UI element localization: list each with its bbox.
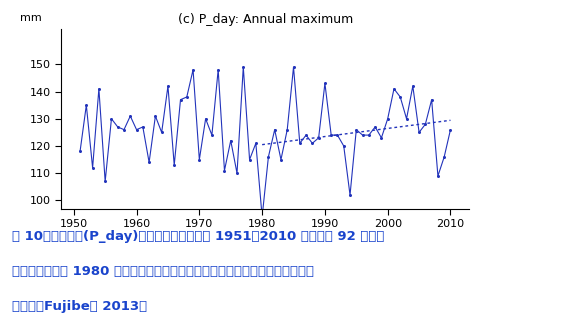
- Text: 図 10　一日雨量(P_day)の年最大値。期間は 1951－2010 年。全国 92 観測所: 図 10 一日雨量(P_day)の年最大値。期間は 1951－2010 年。全国…: [12, 230, 384, 242]
- Text: 出典：（Fujibe， 2013）: 出典：（Fujibe， 2013）: [12, 300, 147, 313]
- Text: の平均。点線は 1980 年以降についての回帰直線で、増加傾向は見られない。: の平均。点線は 1980 年以降についての回帰直線で、増加傾向は見られない。: [12, 265, 314, 278]
- Text: mm: mm: [20, 13, 42, 23]
- Title: (c) P_day: Annual maximum: (c) P_day: Annual maximum: [178, 13, 353, 26]
